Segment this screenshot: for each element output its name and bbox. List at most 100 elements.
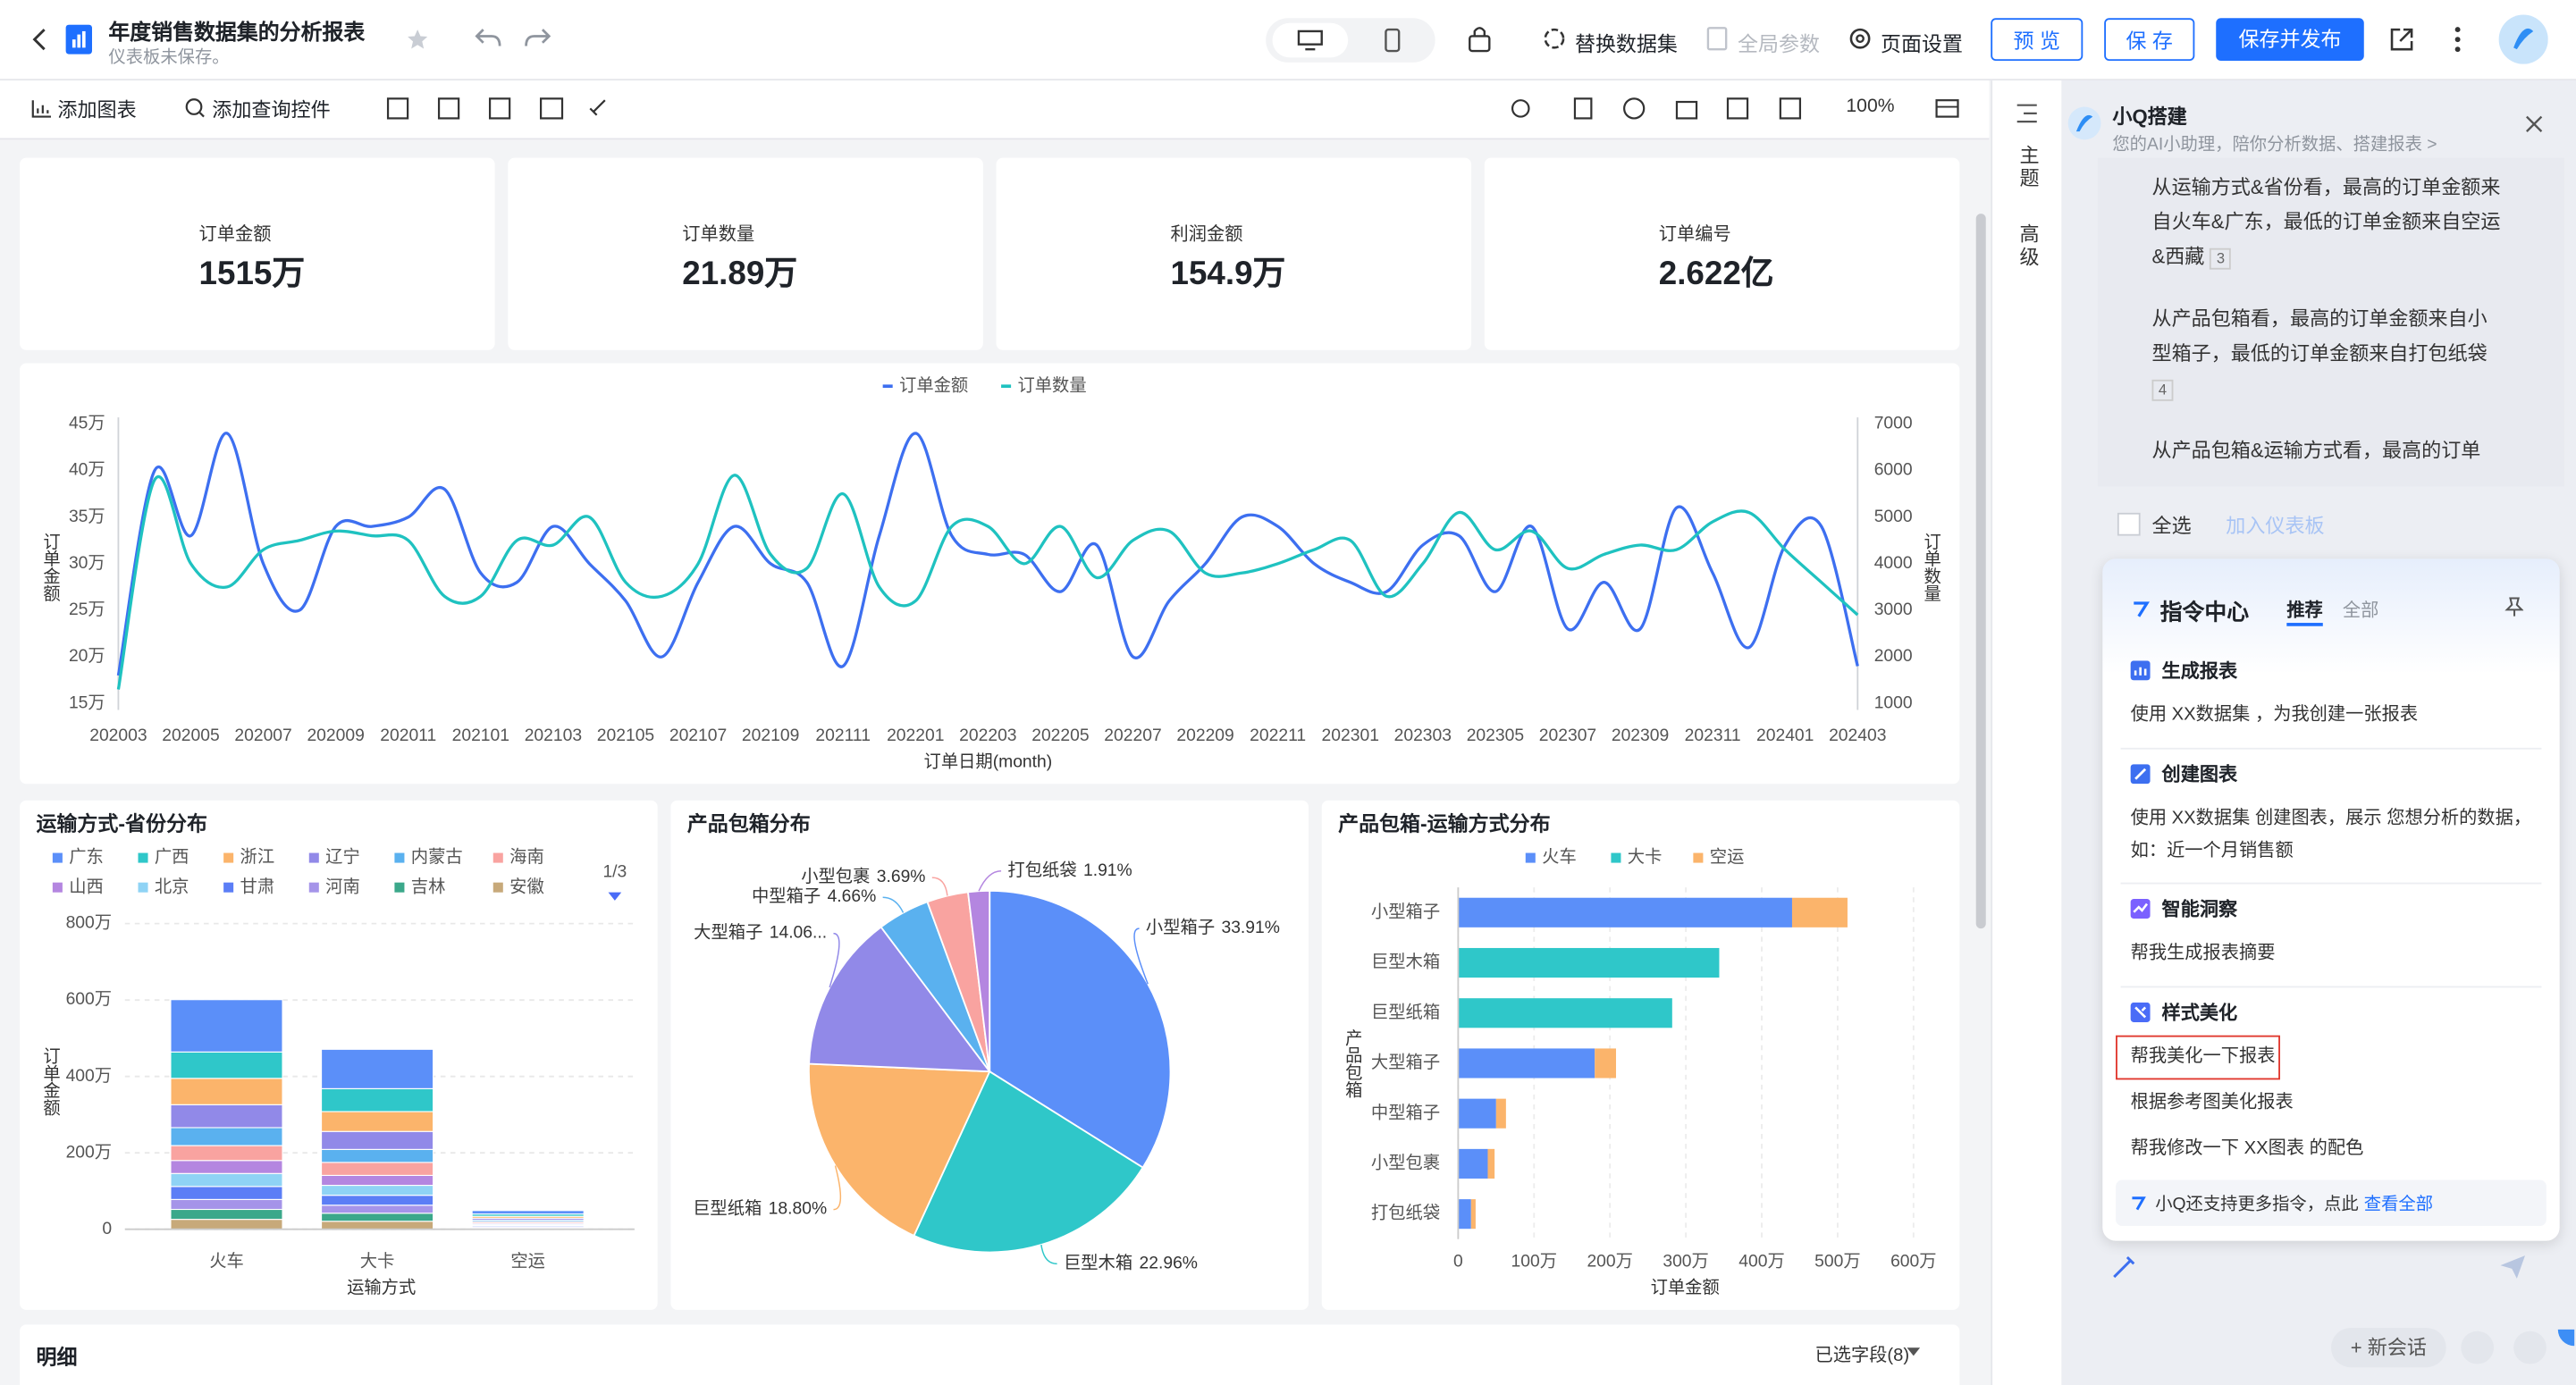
undo-icon[interactable] bbox=[475, 26, 501, 49]
desktop-option[interactable] bbox=[1272, 22, 1349, 58]
x-tick-label: 202303 bbox=[1394, 726, 1452, 745]
y2-tick-label: 5000 bbox=[1874, 508, 1913, 526]
bar-segment bbox=[170, 1127, 283, 1146]
bar-segment bbox=[321, 1087, 434, 1112]
bar-segment bbox=[321, 1174, 434, 1187]
preview-button[interactable]: 预 览 bbox=[1991, 18, 2084, 62]
bar-segment bbox=[321, 1221, 434, 1230]
view-all-link[interactable]: 查看全部 bbox=[2363, 1195, 2434, 1215]
lock-icon[interactable] bbox=[1468, 25, 1491, 53]
page-settings[interactable]: 页面设置 bbox=[1881, 32, 1964, 56]
bar-segment bbox=[170, 1160, 283, 1174]
global-params[interactable]: 全局参数 bbox=[1738, 32, 1821, 56]
y2-tick-label: 6000 bbox=[1874, 461, 1913, 480]
y-tick-label: 200万 bbox=[66, 1143, 113, 1162]
redo-icon[interactable] bbox=[525, 26, 551, 49]
x-tick-label: 空运 bbox=[510, 1252, 545, 1272]
y-tick-label: 15万 bbox=[69, 693, 105, 712]
command-item[interactable]: 使用 XX数据集 ，为我创建一张报表 bbox=[2130, 705, 2419, 726]
y-tick-label: 小型包裹 bbox=[1371, 1154, 1440, 1173]
share-icon[interactable] bbox=[2388, 26, 2414, 52]
back-icon[interactable] bbox=[29, 26, 49, 52]
more-icon[interactable] bbox=[2453, 25, 2462, 55]
tool-icons[interactable] bbox=[1509, 97, 1805, 121]
close-icon[interactable] bbox=[2525, 115, 2543, 133]
bar-segment bbox=[170, 1198, 283, 1211]
advanced-tab[interactable]: 高级 bbox=[2016, 223, 2041, 270]
x-tick-label: 202105 bbox=[597, 726, 654, 745]
y2-tick-label: 1000 bbox=[1874, 693, 1913, 712]
settings-icon bbox=[1849, 28, 1871, 49]
x-tick-label: 202003 bbox=[89, 726, 147, 745]
command-item[interactable]: 帮我修改一下 XX图表 的配色 bbox=[2130, 1138, 2364, 1159]
bar-segment bbox=[1791, 897, 1848, 928]
command-item[interactable]: 帮我生成报表摘要 bbox=[2130, 943, 2276, 963]
select-all[interactable]: 全选 bbox=[2151, 514, 2192, 538]
report-title: 年度销售数据集的分析报表 bbox=[108, 20, 366, 45]
icon-part bbox=[1297, 29, 1323, 46]
icon-part bbox=[1726, 97, 1749, 120]
magic-icon[interactable] bbox=[2111, 1254, 2137, 1280]
zoom-level[interactable]: 100% bbox=[1846, 97, 1895, 117]
star-icon[interactable] bbox=[406, 28, 429, 51]
add-query-control[interactable]: 添加查询控件 bbox=[212, 98, 331, 122]
selected-fields[interactable]: 已选字段(8) bbox=[1814, 1346, 1910, 1366]
pie-slice bbox=[913, 1070, 1144, 1254]
publish-button[interactable]: 保存并发布 bbox=[2216, 18, 2364, 62]
y-tick-label: 巨型纸箱 bbox=[1371, 1003, 1440, 1022]
icon-part bbox=[185, 98, 203, 115]
avatar[interactable] bbox=[2498, 14, 2548, 64]
assistant-subtitle[interactable]: 您的AI小助理，陪你分析数据、搭建报表 > bbox=[2112, 134, 2437, 155]
y-tick-label: 800万 bbox=[66, 914, 113, 933]
legend-swatch bbox=[308, 852, 319, 863]
line-chart-card bbox=[20, 363, 1960, 785]
icon-part bbox=[2390, 28, 2413, 51]
save-button[interactable]: 保 存 bbox=[2104, 18, 2195, 62]
collapse-icon[interactable] bbox=[2016, 104, 2039, 123]
replace-dataset[interactable]: 替换数据集 bbox=[1574, 32, 1678, 56]
command-item[interactable]: 帮我美化一下报表 bbox=[2130, 1046, 2276, 1067]
kpi-card bbox=[508, 157, 983, 350]
add-chart[interactable]: 添加图表 bbox=[57, 98, 137, 122]
toolbar: 添加图表 添加查询控件 100% bbox=[0, 80, 1990, 140]
pin-icon[interactable] bbox=[2504, 597, 2524, 617]
add-to-dashboard[interactable]: 加入仪表板 bbox=[2226, 514, 2325, 538]
command-icon bbox=[2134, 601, 2150, 617]
icon-part bbox=[437, 97, 460, 120]
tab-recommend[interactable]: 推荐 bbox=[2286, 597, 2323, 626]
command-item[interactable]: 根据参考图美化报表 bbox=[2130, 1093, 2294, 1113]
footer-icon bbox=[2132, 1196, 2146, 1211]
new-chat-button[interactable]: + 新会话 bbox=[2330, 1328, 2446, 1368]
checkbox[interactable] bbox=[2117, 512, 2141, 536]
bar-segment bbox=[1487, 1148, 1495, 1179]
leader-line bbox=[1040, 1244, 1057, 1265]
bar-segment bbox=[170, 1145, 283, 1162]
legend-label: 海南 bbox=[509, 847, 544, 867]
bottom-icons[interactable] bbox=[2459, 1329, 2575, 1365]
detail-card bbox=[20, 1324, 1960, 1385]
icon-part bbox=[488, 97, 511, 120]
reference-badge[interactable]: 3 bbox=[2210, 248, 2232, 270]
legend-pager: 1/3 bbox=[602, 863, 627, 882]
query-icon bbox=[185, 98, 205, 118]
send-icon[interactable] bbox=[2499, 1254, 2527, 1280]
layout-icon[interactable] bbox=[1935, 98, 1960, 118]
mobile-icon[interactable] bbox=[1385, 28, 1401, 53]
y-tick-label: 600万 bbox=[66, 990, 113, 1009]
reference-badge[interactable]: 4 bbox=[2151, 379, 2174, 401]
section-icon bbox=[2130, 764, 2151, 785]
tab-all[interactable]: 全部 bbox=[2342, 601, 2379, 622]
bar-segment bbox=[1595, 1048, 1616, 1079]
insert-tools[interactable] bbox=[386, 97, 625, 121]
theme-tab[interactable]: 主题 bbox=[2016, 144, 2041, 191]
kpi-value: 1515万 bbox=[198, 256, 306, 293]
y2-tick-label: 2000 bbox=[1874, 647, 1913, 666]
kpi-value: 2.622亿 bbox=[1658, 256, 1774, 293]
command-item[interactable]: 使用 XX数据集 创建图表，展示 您想分析的数据，如：近一个月销售额 bbox=[2130, 808, 2532, 861]
x-tick-label: 202103 bbox=[525, 726, 582, 745]
icon-part bbox=[2454, 37, 2461, 43]
scrollbar[interactable] bbox=[1975, 214, 1986, 929]
bar-segment bbox=[170, 1219, 283, 1230]
icon-part bbox=[1469, 35, 1491, 53]
kpi-label: 订单数量 bbox=[682, 224, 755, 246]
